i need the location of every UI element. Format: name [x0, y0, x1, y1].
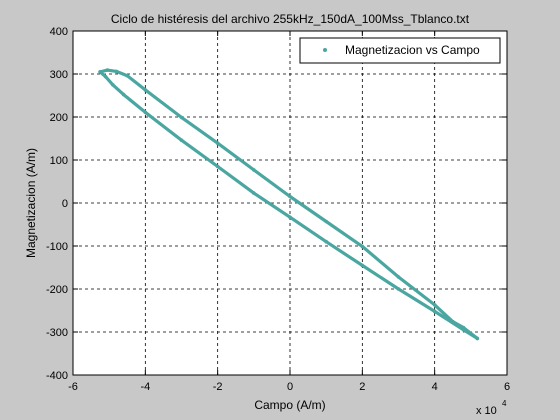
data-point — [114, 69, 119, 74]
y-tick-label: -200 — [46, 284, 68, 296]
legend-box — [299, 37, 501, 64]
chart-title: Ciclo de histéresis del archivo 255kHz_1… — [111, 12, 470, 26]
hysteresis-branch-line — [98, 68, 479, 340]
x-tick-label: 4 — [432, 381, 438, 393]
x-tick-label: 2 — [359, 381, 365, 393]
data-point — [179, 138, 184, 142]
data-point — [111, 83, 115, 87]
data-point — [103, 74, 108, 79]
legend-entry-label: Magnetizacion vs Campo — [345, 43, 480, 57]
data-point — [98, 70, 102, 74]
y-axis-label: Magnetizacion (A/m) — [24, 148, 38, 258]
y-tick-label: 200 — [50, 112, 68, 124]
grid — [73, 31, 507, 375]
data-point — [125, 73, 130, 78]
data-point — [475, 336, 480, 341]
y-tick-label: 400 — [50, 26, 68, 38]
y-tick-label: -300 — [46, 327, 68, 339]
data-series — [98, 68, 480, 341]
y-tick-label: 0 — [62, 198, 68, 210]
data-point — [396, 287, 401, 291]
data-point — [252, 168, 256, 172]
y-tick-label: 300 — [50, 69, 68, 81]
data-point — [451, 319, 455, 324]
data-point — [432, 303, 437, 307]
x-exponent-power: 4 — [502, 399, 507, 408]
x-tick-label: -2 — [213, 381, 223, 393]
legend: Magnetizacion vs Campo — [299, 37, 501, 64]
x-tick-label: -6 — [68, 381, 78, 393]
data-point — [324, 219, 329, 224]
data-point — [288, 194, 292, 199]
data-point — [461, 325, 466, 330]
data-point — [179, 115, 184, 120]
axis-ticks: -6 -4 -2 0 2 4 6 -400 -300 -200 -100 0 100 200 300 400 — [46, 26, 510, 393]
data-point — [143, 110, 148, 115]
x-tick-label: 6 — [504, 381, 510, 393]
data-point — [360, 263, 365, 268]
data-point — [105, 68, 110, 72]
data-point — [360, 244, 365, 249]
data-point — [121, 92, 126, 97]
data-point — [288, 215, 292, 219]
legend-marker — [323, 48, 327, 52]
data-point — [252, 191, 256, 195]
y-tick-label: -400 — [46, 370, 68, 382]
data-point — [143, 88, 148, 92]
data-point — [215, 164, 220, 169]
x-exponent-base: x 10 — [476, 405, 497, 417]
data-point — [432, 309, 437, 314]
x-tick-label: -4 — [140, 381, 150, 393]
x-axis-label: Campo (A/m) — [254, 398, 325, 412]
data-point — [215, 141, 220, 145]
data-point — [396, 275, 401, 279]
data-point — [324, 239, 329, 244]
x-tick-label: 0 — [287, 381, 293, 393]
y-tick-label: 100 — [50, 155, 68, 167]
y-tick-label: -100 — [46, 241, 68, 253]
